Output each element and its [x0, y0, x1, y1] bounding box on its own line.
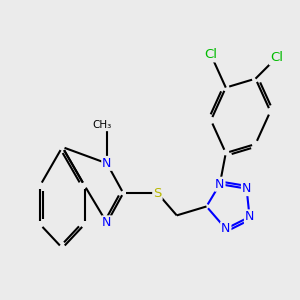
Text: N: N — [102, 157, 112, 170]
Text: Cl: Cl — [204, 48, 218, 62]
Text: Cl: Cl — [270, 51, 283, 64]
Text: N: N — [102, 216, 112, 229]
Text: CH₃: CH₃ — [93, 120, 112, 130]
Text: N: N — [215, 178, 224, 191]
Text: N: N — [242, 182, 251, 195]
Text: S: S — [153, 187, 162, 200]
Text: N: N — [221, 222, 230, 235]
Text: N: N — [245, 210, 254, 224]
